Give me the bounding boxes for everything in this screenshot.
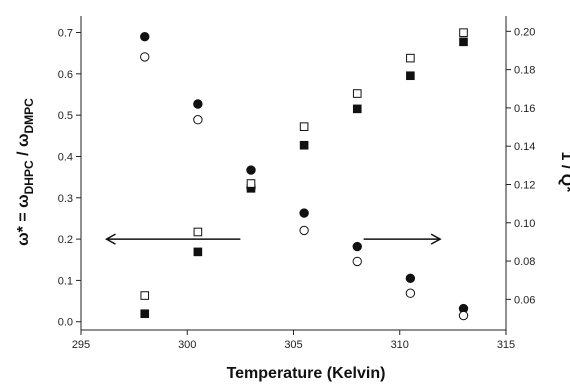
point-open-circle (299, 225, 309, 236)
point-open-circle (193, 115, 203, 125)
right-y-tick-label: 0.10 (514, 218, 535, 230)
right-y-tick-label: 0.06 (514, 294, 535, 306)
point-filled-square (406, 71, 415, 81)
point-open-circle (458, 310, 469, 321)
left-y-tick-label: 0.2 (58, 234, 73, 246)
point-open-square (459, 28, 468, 37)
point-filled-circle (352, 241, 362, 252)
x-tick-label: 305 (284, 339, 302, 351)
right-y-tick-label: 0.14 (514, 141, 535, 153)
x-tick-label: 315 (497, 339, 515, 351)
point-filled-circle (405, 273, 416, 284)
right-axis-title: 1 / Q* (558, 152, 570, 194)
left-y-tick-label: 0.5 (58, 110, 73, 122)
point-filled-square (299, 140, 309, 150)
point-filled-square (352, 104, 362, 114)
x-axis-title: Temperature (Kelvin) (227, 365, 386, 382)
point-filled-circle (299, 208, 309, 218)
data-marks (140, 28, 469, 321)
point-open-circle (352, 256, 362, 267)
point-open-square (299, 122, 309, 131)
x-tick-label: 300 (178, 339, 196, 351)
right-y-tick-label: 0.12 (514, 179, 535, 191)
left-y-tick-label: 0.7 (58, 28, 73, 40)
point-open-square (352, 89, 362, 98)
x-tick-label: 310 (391, 339, 409, 351)
right-y-tick-label: 0.18 (514, 65, 535, 77)
left-y-tick-label: 0.0 (58, 317, 73, 329)
axes (80, 16, 507, 331)
right-y-tick-label: 0.20 (514, 26, 535, 38)
left-axis-title-omega-2: ω (15, 194, 32, 208)
left-axis-title-sub-dmpc: DMPC (22, 98, 36, 134)
point-open-square (406, 53, 415, 63)
left-y-tick-label: 0.1 (58, 275, 73, 287)
left-axis-title-omega-3: ω (15, 133, 32, 147)
point-open-square (193, 227, 203, 237)
left-axis-title-star-eq: * = (15, 208, 32, 232)
point-filled-circle (246, 165, 256, 175)
point-open-square (246, 179, 256, 188)
left-axis-title-sub-dhpc: DHPC (22, 160, 36, 194)
point-filled-circle (193, 99, 203, 109)
left-axis-title: ω* = ωDHPC / ωDMPC (15, 98, 36, 246)
arrow-left-head (104, 233, 116, 245)
point-filled-square (193, 247, 203, 257)
left-axis-title-omega: ω (15, 232, 32, 246)
left-axis-title-slash: / (15, 147, 32, 160)
point-filled-circle (140, 31, 150, 42)
ticks: 295 300 305 310 315 0.0 0.1 0.2 0.3 0.4 0.5 0.6 0.7 0… (58, 26, 536, 351)
right-y-tick-label: 0.16 (514, 103, 535, 115)
arrow-right-head (430, 233, 442, 245)
x-tick-label: 295 (72, 339, 90, 351)
point-open-square (140, 291, 150, 300)
point-open-circle (405, 288, 416, 298)
right-y-tick-label: 0.08 (514, 256, 535, 268)
point-filled-square (140, 309, 150, 319)
point-open-circle (140, 52, 150, 62)
left-y-tick-label: 0.6 (58, 69, 73, 81)
left-y-tick-label: 0.3 (58, 193, 73, 205)
left-y-tick-label: 0.4 (58, 151, 73, 163)
arrows (104, 233, 442, 245)
point-filled-square (459, 37, 468, 47)
